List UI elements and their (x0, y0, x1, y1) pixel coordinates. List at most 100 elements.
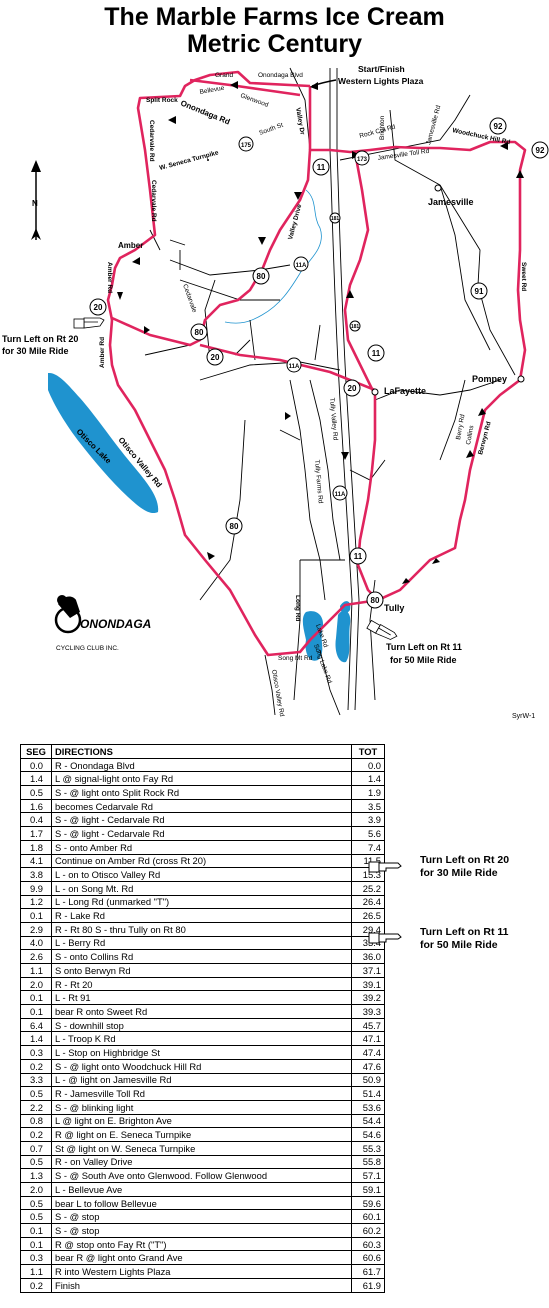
direction-cell: Finish (51, 1277, 352, 1293)
place-labels: Jamesville LaFayette Pompey Tully (384, 197, 507, 613)
svg-text:11A: 11A (296, 263, 307, 269)
direction-cell: R - Onondaga Blvd (51, 757, 352, 773)
table-row: 0.3 L - Stop on Highbridge St 47.4 (20, 1045, 385, 1060)
svg-text:91: 91 (475, 287, 484, 296)
title-line2: Metric Century (186, 30, 363, 58)
shield-80-a: 80 (252, 267, 270, 285)
seg-cell: 0.2 (20, 1277, 52, 1293)
label-w-seneca-tpk: W. Seneca Turnpike (159, 149, 220, 172)
svg-text:20: 20 (348, 384, 357, 393)
direction-cell: R @ light on E. Seneca Turnpike (51, 1127, 352, 1142)
seg-cell: 1.6 (20, 798, 52, 814)
direction-cell: R - on Valley Drive (51, 1154, 352, 1170)
svg-text:173: 173 (357, 157, 368, 163)
direction-cell: L - Stop on Highbridge St (51, 1045, 352, 1060)
label-south-st: South St (258, 122, 284, 137)
total-cell: 47.6 (351, 1058, 385, 1074)
table-row: 1.1 R into Western Lights Plaza 61.7 (20, 1264, 385, 1279)
label-glenwood: Glenwood (239, 92, 269, 109)
label-rock-cut-rd: Rock Cut Rd (359, 124, 397, 140)
table-row: 0.5 bear L to follow Bellevue 59.6 (20, 1195, 385, 1211)
table-row: 1.3 S - @ South Ave onto Glenwood. Follow… (20, 1168, 385, 1183)
hand-pointer-icon (368, 928, 402, 946)
seg-cell: 0.1 (20, 908, 52, 923)
seg-cell: 2.9 (20, 921, 52, 937)
label-sweet-rd: Sweet Rd (520, 262, 527, 291)
total-cell: 55.3 (351, 1140, 385, 1156)
hand-pointer-map-2 (366, 619, 398, 640)
label-amber-rd-2: Amber Rd (99, 337, 106, 368)
shield-80-b: 80 (190, 323, 208, 341)
seg-cell: 9.9 (20, 880, 52, 896)
total-cell: 59.6 (351, 1195, 385, 1211)
svg-text:11: 11 (372, 349, 381, 358)
table-row: 3.8 L - on to Otisco Valley Rd 15.3 (20, 867, 385, 882)
table-row: 3.3 L - @ light on Jamesville Rd 50.9 (20, 1072, 385, 1088)
shield-11-c: 11 (349, 547, 367, 565)
direction-cell: L - on Song Mt. Rd (51, 880, 352, 896)
label-berry-rd: Berry Rd (455, 413, 466, 440)
route-shields: 92 92 175 173 11 181 11A 80 80 20 20 91 … (89, 117, 549, 609)
note-50-line2: for 50 Mile Ride (420, 939, 498, 951)
table-row: 0.4 S - @ light - Cedarvale Rd 3.9 (20, 812, 385, 828)
direction-cell: S - onto Collins Rd (51, 949, 352, 964)
svg-text:80: 80 (195, 328, 204, 337)
shield-11a-b: 11A (286, 357, 302, 373)
seg-cell: 1.3 (20, 1168, 52, 1183)
table-row: 2.9 R - Rt 80 S - thru Tully on Rt 80 29.4 (20, 921, 385, 937)
table-row: 0.2 S - @ light onto Woodchuck Hill Rd 47.… (20, 1058, 385, 1074)
direction-cell: L - @ light on Jamesville Rd (51, 1072, 352, 1088)
table-row: 0.7 St @ light on W. Seneca Turnpike 55.3 (20, 1140, 385, 1156)
direction-cell: R @ stop onto Fay Rt ("T") (51, 1236, 352, 1252)
direction-cell: L - Long Rd (unmarked "T") (51, 894, 352, 910)
direction-cell: S - @ stop (51, 1223, 352, 1238)
direction-cell: S - @ light onto Woodchuck Hill Rd (51, 1058, 352, 1074)
direction-cell: S - @ light - Cedarvale Rd (51, 826, 352, 841)
seg-cell: 1.1 (20, 1264, 52, 1279)
total-cell: 26.4 (351, 894, 385, 910)
direction-cell: R - Jamesville Toll Rd (51, 1086, 352, 1101)
direction-cell: Continue on Amber Rd (cross Rt 20) (51, 853, 352, 869)
source-code: SyrW-1 (512, 713, 536, 720)
map-note-30-line2: for 30 Mile Ride (2, 346, 69, 356)
direction-cell: R - Lake Rd (51, 908, 352, 923)
table-row: 9.9 L - on Song Mt. Rd 25.2 (20, 880, 385, 896)
svg-text:20: 20 (94, 303, 103, 312)
seg-cell: 0.1 (20, 1004, 52, 1019)
label-cedarvale: Cedarvale (181, 283, 198, 314)
total-cell: 60.6 (351, 1250, 385, 1266)
table-row: 0.5 S - @ stop 60.1 (20, 1209, 385, 1225)
svg-text:11A: 11A (289, 364, 300, 370)
directions-table: SEG DIRECTIONS TOT 0.0 R - Onondaga Blvd 0… (20, 744, 385, 1293)
hand-pointer-icon (368, 857, 402, 875)
start-finish-line2: Western Lights Plaza (338, 76, 424, 86)
table-row: 0.1 bear R onto Sweet Rd 39.3 (20, 1004, 385, 1019)
label-valley-dr: Valley Dr (294, 107, 306, 136)
total-cell: 61.7 (351, 1264, 385, 1279)
seg-cell: 0.5 (20, 1086, 52, 1101)
table-row: 0.1 R - Lake Rd 26.5 (20, 908, 385, 923)
total-cell: 36.0 (351, 949, 385, 964)
total-cell: 45.7 (351, 1017, 385, 1033)
table-row: 6.4 S - downhill stop 45.7 (20, 1017, 385, 1033)
shield-20-c: 20 (343, 379, 361, 397)
label-long-rd: Long Rd (294, 595, 301, 621)
note-50-mile: Turn Left on Rt 11 for 50 Mile Ride (420, 926, 508, 952)
label-onondaga-rd: Onondaga Rd (179, 99, 231, 127)
label-valley-drive: Valley Drive (287, 203, 303, 240)
table-row: 1.4 L @ signal-light onto Fay Rd 1.4 (20, 771, 385, 787)
total-cell: 60.3 (351, 1236, 385, 1252)
direction-cell: S - @ blinking light (51, 1099, 352, 1115)
total-cell: 47.4 (351, 1045, 385, 1060)
total-cell: 61.9 (351, 1277, 385, 1293)
seg-cell: 4.1 (20, 853, 52, 869)
seg-cell: 1.7 (20, 826, 52, 841)
direction-cell: R - Rt 80 S - thru Tully on Rt 80 (51, 921, 352, 937)
table-row: 0.5 R - Jamesville Toll Rd 51.4 (20, 1086, 385, 1101)
place-pompey: Pompey (472, 374, 507, 384)
seg-cell: 0.1 (20, 1236, 52, 1252)
direction-cell: L - Rt 91 (51, 990, 352, 1006)
shield-11-a: 11 (312, 158, 330, 176)
table-row: 1.6 becomes Cedarvale Rd 3.5 (20, 798, 385, 814)
table-row: 0.0 R - Onondaga Blvd 0.0 (20, 757, 385, 773)
